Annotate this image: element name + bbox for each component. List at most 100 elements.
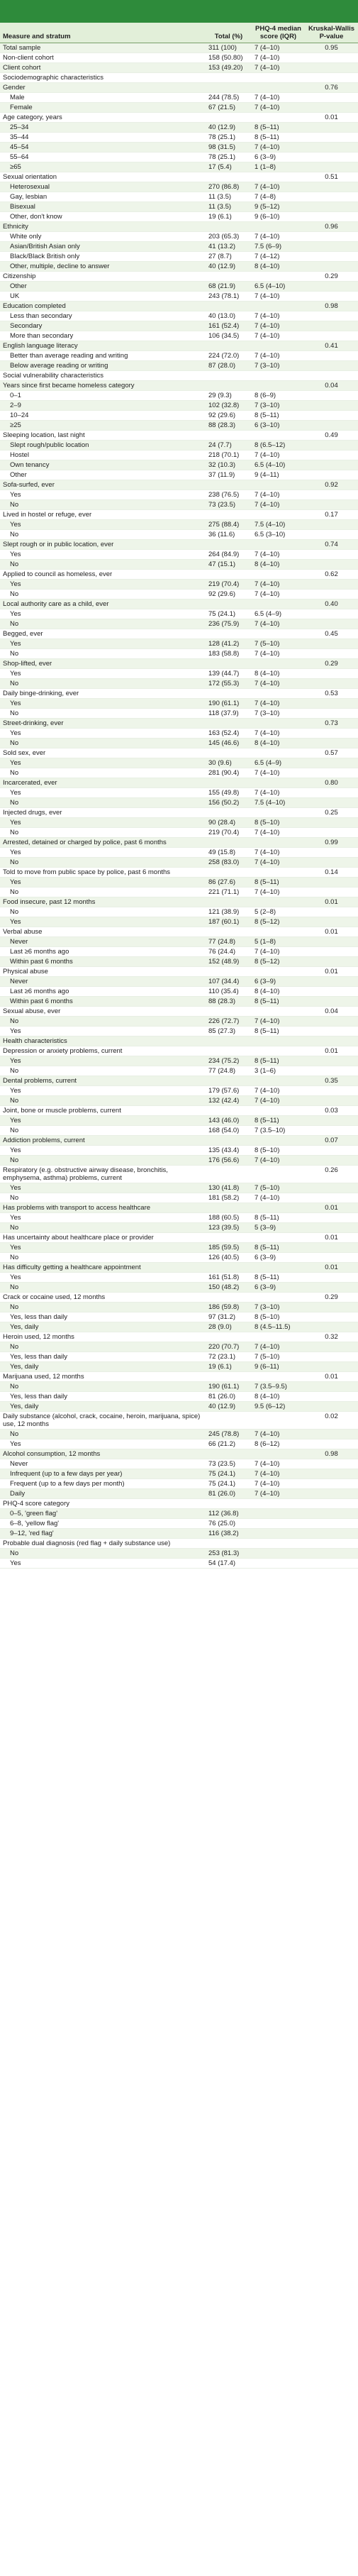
row-median: 6.5 (4–10) (252, 281, 305, 292)
row-label: Yes (0, 698, 206, 709)
row-label: Yes (0, 817, 206, 828)
row-label: Sleeping location, last night (0, 430, 206, 441)
row-pvalue (305, 62, 358, 73)
row-label: Black/Black British only (0, 251, 206, 262)
row-total (206, 1262, 252, 1273)
row-label: Sexual abuse, ever (0, 1006, 206, 1017)
row-pvalue (305, 1125, 358, 1136)
table-header-band (0, 0, 358, 23)
row-label: Gender (0, 82, 206, 93)
row-pvalue: 0.25 (305, 807, 358, 818)
table-row: Other, multiple, decline to answer 40 (12… (0, 261, 358, 272)
table-row: Yes 190 (61.1) 7 (4–10) (0, 698, 358, 709)
row-median: 7 (4–10) (252, 648, 305, 659)
row-median: 7 (4–10) (252, 1016, 305, 1027)
table-row: No 183 (58.8) 7 (4–10) (0, 648, 358, 659)
row-label: Yes, less than daily (0, 1312, 206, 1322)
row-label: Physical abuse (0, 966, 206, 977)
row-total (206, 867, 252, 878)
row-pvalue (305, 1145, 358, 1156)
row-median: 7 (3–10) (252, 708, 305, 719)
row-median (252, 301, 305, 311)
table-row: Other, don't know 19 (6.1) 9 (6–10) (0, 211, 358, 222)
row-pvalue: 0.49 (305, 430, 358, 441)
row-total: 67 (21.5) (206, 102, 252, 113)
table-row: Yes, daily 40 (12.9) 9.5 (6–12) (0, 1401, 358, 1412)
row-median: 1 (1–8) (252, 162, 305, 172)
row-label: Infrequent (up to a few days per year) (0, 1469, 206, 1479)
row-label: Daily substance (alcohol, crack, cocaine… (0, 1411, 206, 1430)
row-pvalue (305, 996, 358, 1007)
row-pvalue: 0.01 (305, 1046, 358, 1056)
row-label: More than secondary (0, 331, 206, 341)
row-total: 219 (70.4) (206, 579, 252, 590)
table-row: No 118 (37.9) 7 (3–10) (0, 708, 358, 719)
row-label: Yes (0, 490, 206, 500)
row-label: Asian/British Asian only (0, 241, 206, 252)
row-label: Yes (0, 639, 206, 649)
row-median (252, 1203, 305, 1213)
row-label: Yes (0, 1439, 206, 1449)
table-row: 6–8, 'yellow flag' 76 (25.0) (0, 1518, 358, 1529)
table-row: Joint, bone or muscle problems, current 0… (0, 1105, 358, 1116)
row-total (206, 599, 252, 609)
row-pvalue (305, 251, 358, 262)
row-pvalue (305, 529, 358, 540)
table-row: Male 244 (78.5) 7 (4–10) (0, 92, 358, 103)
row-median: 6.5 (4–9) (252, 609, 305, 619)
row-total: 158 (50.80) (206, 52, 252, 63)
row-median (252, 1548, 305, 1559)
row-label: Better than average reading and writing (0, 350, 206, 361)
row-label: Female (0, 102, 206, 113)
row-pvalue (305, 460, 358, 470)
table-row: Yes 30 (9.6) 6.5 (4–9) (0, 758, 358, 768)
row-total (206, 1006, 252, 1017)
table-row: Food insecure, past 12 months 0.01 (0, 897, 358, 907)
table-row: 9–12, 'red flag' 116 (38.2) (0, 1528, 358, 1539)
row-total: 155 (49.8) (206, 787, 252, 798)
row-median: 7 (3–10) (252, 1302, 305, 1312)
row-median (252, 688, 305, 699)
row-median: 8 (5–12) (252, 956, 305, 967)
row-median: 6 (3–9) (252, 976, 305, 987)
row-median: 8 (5–11) (252, 122, 305, 133)
row-pvalue (305, 1193, 358, 1203)
row-total: 19 (6.1) (206, 211, 252, 222)
row-total: 40 (12.9) (206, 122, 252, 133)
row-label: 0–5, 'green flag' (0, 1508, 206, 1519)
table-row: Sexual abuse, ever 0.04 (0, 1006, 358, 1017)
table-row: Yes 219 (70.4) 7 (4–10) (0, 579, 358, 590)
row-pvalue (305, 1538, 358, 1549)
row-label: Yes, daily (0, 1401, 206, 1412)
row-label: No (0, 1155, 206, 1166)
row-pvalue (305, 1498, 358, 1509)
row-total: 181 (58.2) (206, 1193, 252, 1203)
row-label: Hostel (0, 450, 206, 460)
row-total: 185 (59.5) (206, 1242, 252, 1253)
table-row: Ethnicity 0.96 (0, 221, 358, 232)
row-total (206, 1332, 252, 1342)
table-row: No 245 (78.8) 7 (4–10) (0, 1429, 358, 1439)
row-total: 253 (81.3) (206, 1548, 252, 1559)
row-pvalue: 0.04 (305, 1006, 358, 1017)
row-pvalue (305, 291, 358, 302)
row-total: 19 (6.1) (206, 1361, 252, 1372)
row-total: 112 (36.8) (206, 1508, 252, 1519)
row-median: 7 (4–10) (252, 698, 305, 709)
row-total: 41 (13.2) (206, 241, 252, 252)
table-row: Dental problems, current 0.35 (0, 1076, 358, 1086)
row-median: 6.5 (4–9) (252, 758, 305, 768)
row-total: 90 (28.4) (206, 817, 252, 828)
row-total (206, 370, 252, 381)
row-pvalue: 0.95 (305, 43, 358, 53)
table-row: No 281 (90.4) 7 (4–10) (0, 768, 358, 778)
row-median: 7 (4–10) (252, 768, 305, 778)
row-total: 118 (37.9) (206, 708, 252, 719)
row-total: 116 (38.2) (206, 1528, 252, 1539)
row-total: 102 (32.8) (206, 400, 252, 411)
table-row: Own tenancy 32 (10.3) 6.5 (4–10) (0, 460, 358, 470)
row-median: 8 (5–10) (252, 817, 305, 828)
row-pvalue (305, 907, 358, 917)
table-row: No 73 (23.5) 7 (4–10) (0, 499, 358, 510)
table-row: No 126 (40.5) 6 (3–9) (0, 1252, 358, 1263)
